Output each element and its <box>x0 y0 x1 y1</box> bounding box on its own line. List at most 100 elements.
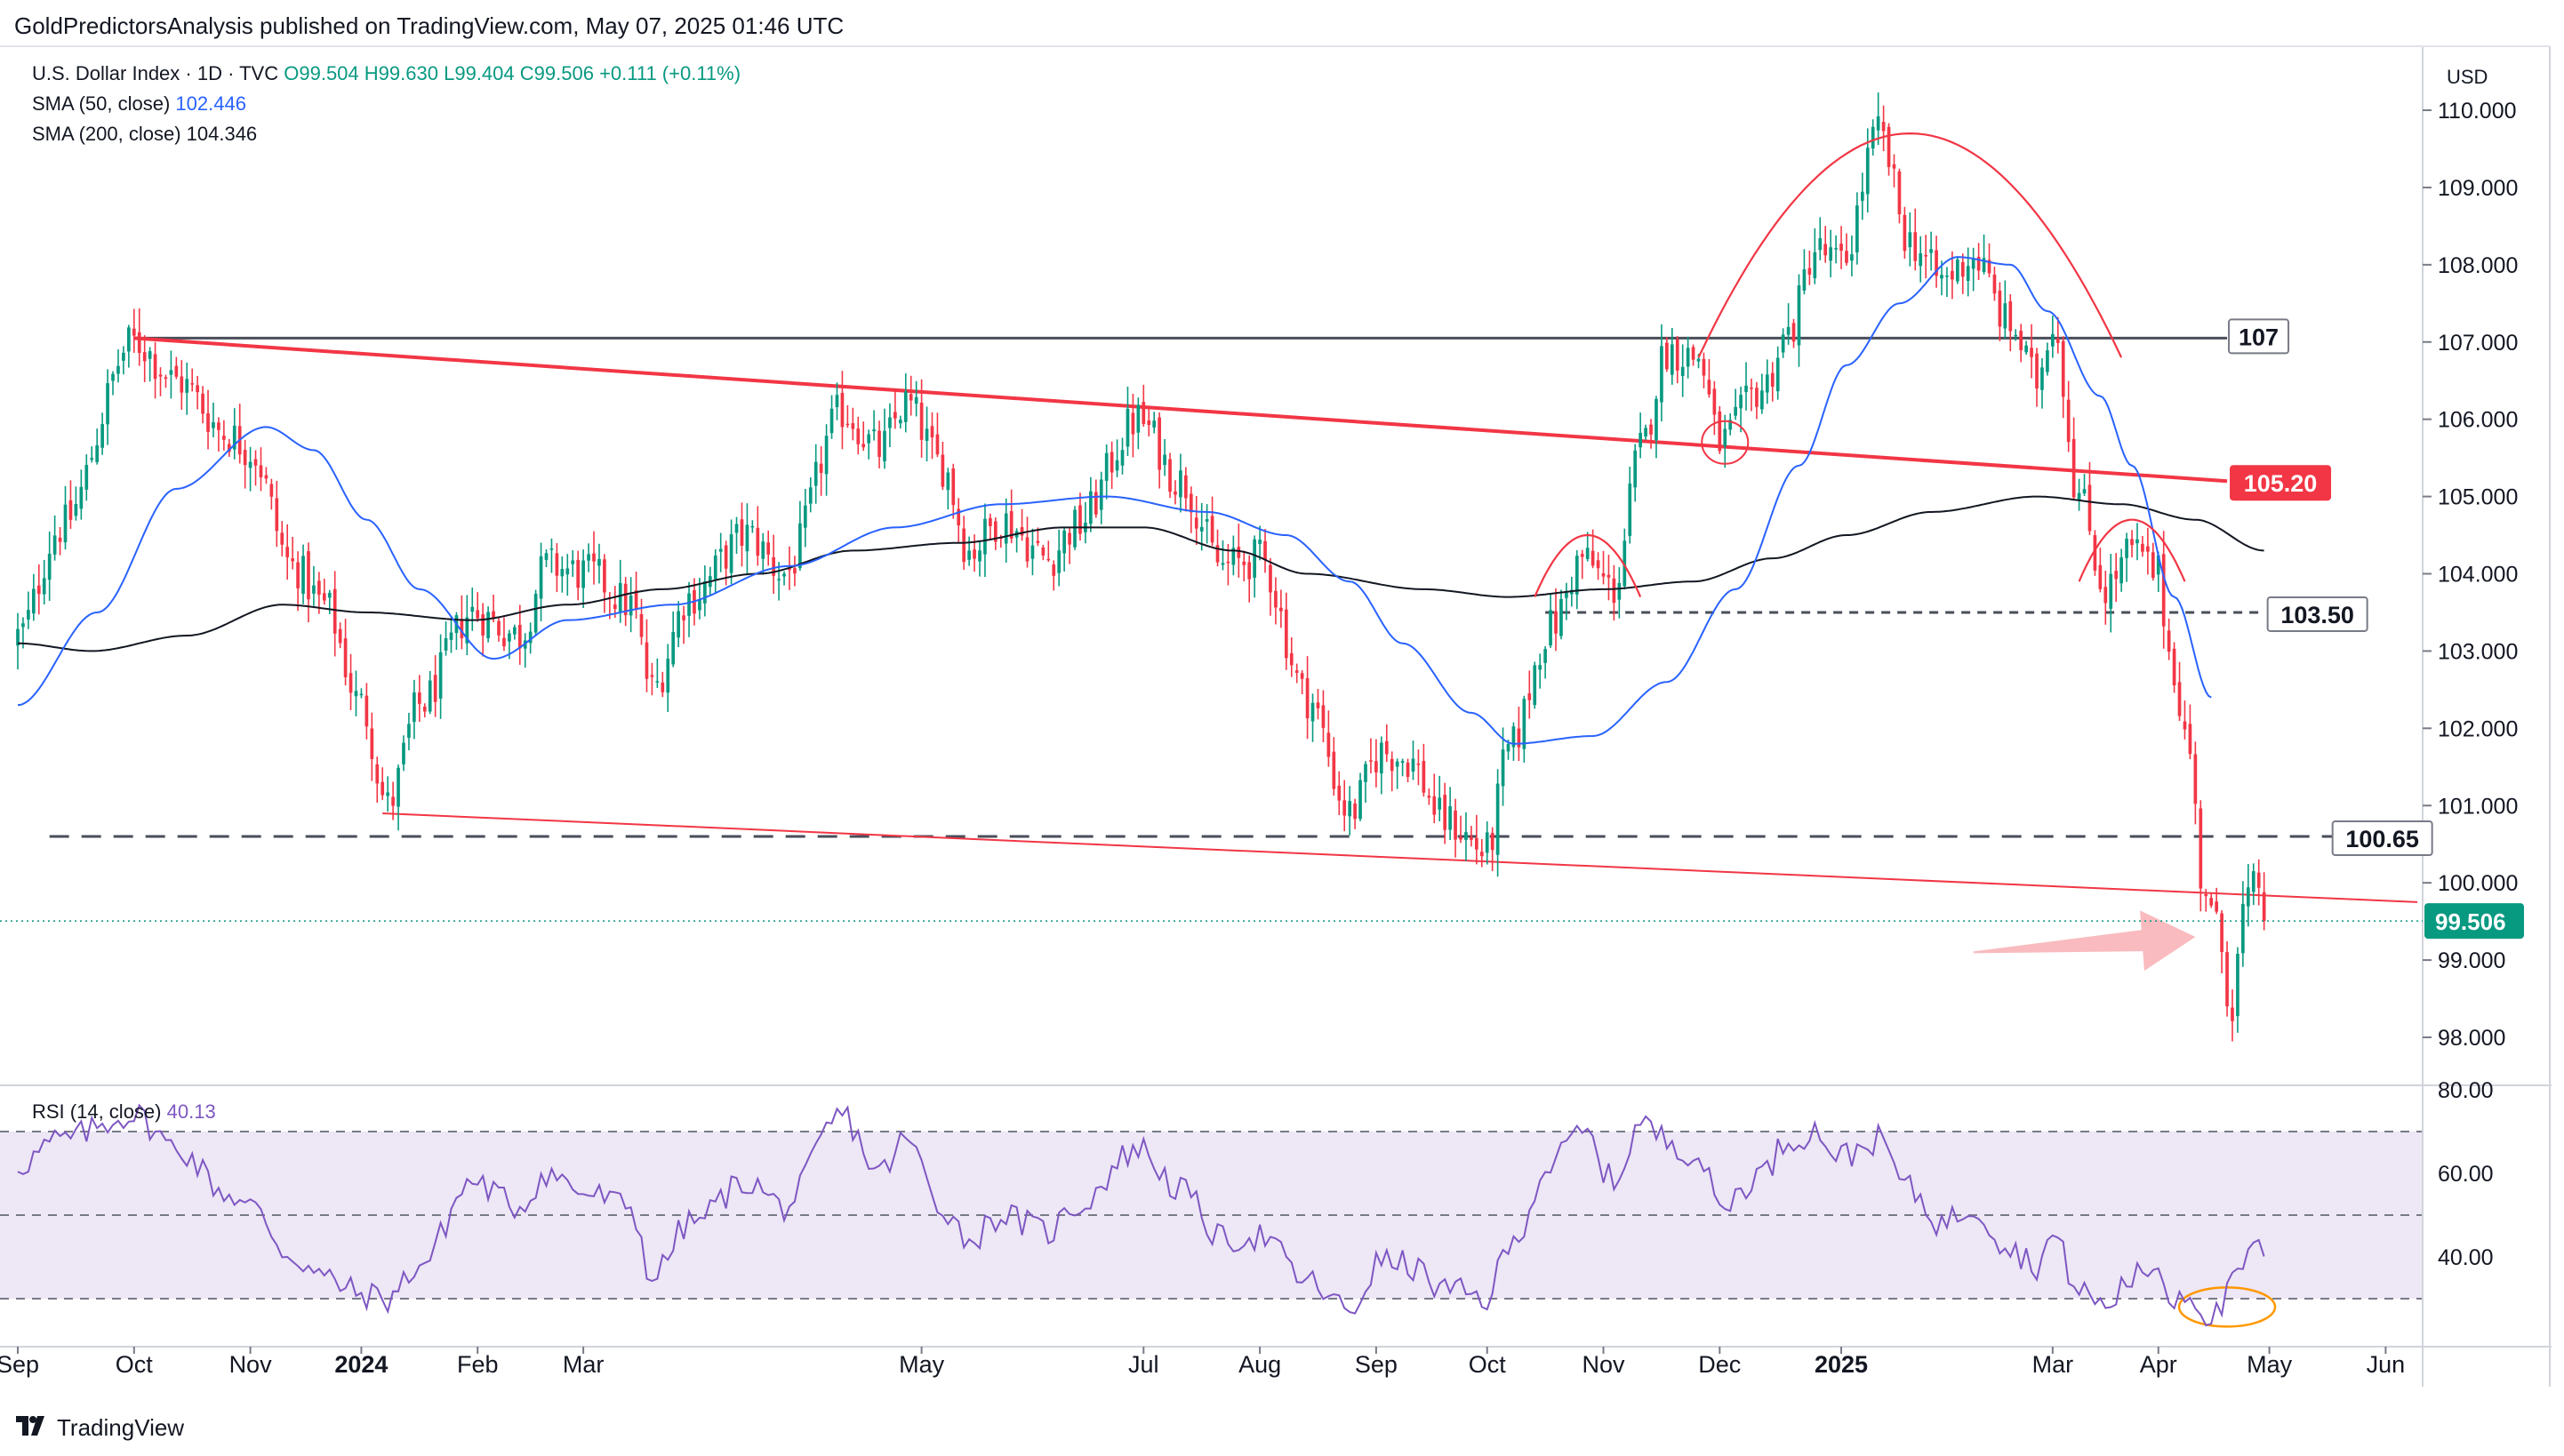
time-tick-label: Apr <box>2140 1351 2177 1378</box>
candle-body <box>47 553 52 580</box>
sma50-legend[interactable]: SMA (50, close) 102.446 <box>32 92 246 116</box>
candle-body <box>888 417 892 428</box>
candle-body <box>1152 420 1157 428</box>
candle-body <box>597 558 601 566</box>
candle-body <box>116 365 120 374</box>
candle-body <box>1707 380 1711 395</box>
candle-body <box>808 487 813 504</box>
candle-body <box>148 351 152 359</box>
candle-body <box>1184 475 1188 499</box>
last-price-badge[interactable] <box>2424 903 2524 940</box>
time-tick-label: Feb <box>457 1351 499 1378</box>
candle-body <box>1966 266 1970 282</box>
candle-body <box>1765 374 1769 393</box>
highlight-circle[interactable] <box>1701 420 1750 465</box>
candle-body <box>1760 390 1764 410</box>
breakout-arrow[interactable] <box>1973 910 2196 972</box>
sma50-line[interactable] <box>17 256 2212 745</box>
candle-body <box>391 796 395 806</box>
level-107-label-box[interactable] <box>2228 318 2290 355</box>
candle-body <box>962 528 966 563</box>
candle-body <box>1300 673 1304 679</box>
candle-body <box>1702 358 1706 376</box>
candle-body <box>2040 367 2044 390</box>
sma200-line[interactable] <box>17 495 2264 652</box>
candle-body <box>1770 372 1775 388</box>
candle-body <box>1987 260 1991 274</box>
candle-body <box>1253 539 1256 578</box>
candle-body <box>2193 754 2198 804</box>
candle-body <box>687 593 691 616</box>
sma200-legend[interactable]: SMA (200, close) 104.346 <box>32 123 257 146</box>
candle-body <box>1036 540 1040 543</box>
rsi-line <box>17 1103 2265 1327</box>
candle-body <box>1305 677 1310 719</box>
candle-body <box>227 444 231 452</box>
trendline[interactable] <box>133 336 2228 484</box>
candle-body <box>1865 148 1870 195</box>
candle-body <box>180 376 184 393</box>
high-value: H99.630 <box>364 62 438 84</box>
candle-body <box>1639 432 1642 448</box>
candle-body <box>1247 562 1252 580</box>
candle-body <box>1601 572 1606 577</box>
candle-body <box>634 590 638 610</box>
candle-body <box>867 434 870 444</box>
pattern-arc[interactable] <box>1534 533 1642 598</box>
candle-body <box>58 537 62 542</box>
candle-body <box>196 385 199 393</box>
candle-body <box>973 549 976 559</box>
candle-body <box>1892 164 1896 169</box>
rsi-band <box>0 1131 2423 1300</box>
candle-body <box>1142 402 1146 425</box>
candle-body <box>1871 126 1875 148</box>
candle-body <box>1147 420 1151 426</box>
level-103-50-label-box[interactable] <box>2266 596 2368 632</box>
rsi-label: RSI (14, close) <box>32 1100 162 1123</box>
trendline[interactable] <box>382 812 2418 903</box>
currency-label[interactable]: USD <box>2447 66 2488 88</box>
pattern-arc[interactable] <box>1697 132 2123 358</box>
candle-body <box>264 475 268 479</box>
candle-body <box>2220 913 2223 953</box>
symbol-legend[interactable]: U.S. Dollar Index · 1D · TVC O99.504 H99… <box>32 62 741 85</box>
candle-body <box>100 424 104 448</box>
candle-body <box>666 659 670 693</box>
tradingview-brand[interactable]: TradingView <box>16 1413 184 1442</box>
candle-body <box>2119 557 2123 584</box>
candle-body <box>813 461 818 486</box>
candle-body <box>63 504 68 543</box>
candle-body <box>1479 852 1484 857</box>
time-tick-label: May <box>899 1351 945 1378</box>
candle-body <box>1680 366 1685 376</box>
candle-body <box>1633 450 1638 488</box>
candle-body <box>1945 276 1949 277</box>
candle-body <box>1120 450 1125 466</box>
candle-body <box>829 408 834 434</box>
candle-body <box>1041 547 1046 556</box>
candle-body <box>42 578 46 595</box>
candle-body <box>2215 901 2218 912</box>
candle-body <box>1163 454 1166 466</box>
candle-body <box>169 370 173 375</box>
candle-body <box>397 767 400 807</box>
candle-body <box>925 428 929 441</box>
candle-body <box>1845 251 1848 263</box>
candle-body <box>2098 564 2103 589</box>
candle-body <box>449 632 453 640</box>
level-100-65-label-box[interactable] <box>2331 820 2433 857</box>
trendline-105-20-label-box[interactable] <box>2230 465 2332 501</box>
rsi-legend[interactable]: RSI (14, close) 40.13 <box>32 1100 216 1124</box>
candle-body <box>322 593 326 601</box>
candle-body <box>2204 893 2208 897</box>
candle-body <box>2082 489 2087 494</box>
candle-body <box>492 611 495 619</box>
rsi-line[interactable] <box>17 1103 2265 1327</box>
candle-body <box>1046 558 1051 561</box>
candle-body <box>359 693 364 696</box>
pattern-arc[interactable] <box>2078 518 2186 582</box>
candle-body <box>433 675 437 702</box>
candle-body <box>1665 342 1669 370</box>
candle-body <box>1935 250 1938 276</box>
